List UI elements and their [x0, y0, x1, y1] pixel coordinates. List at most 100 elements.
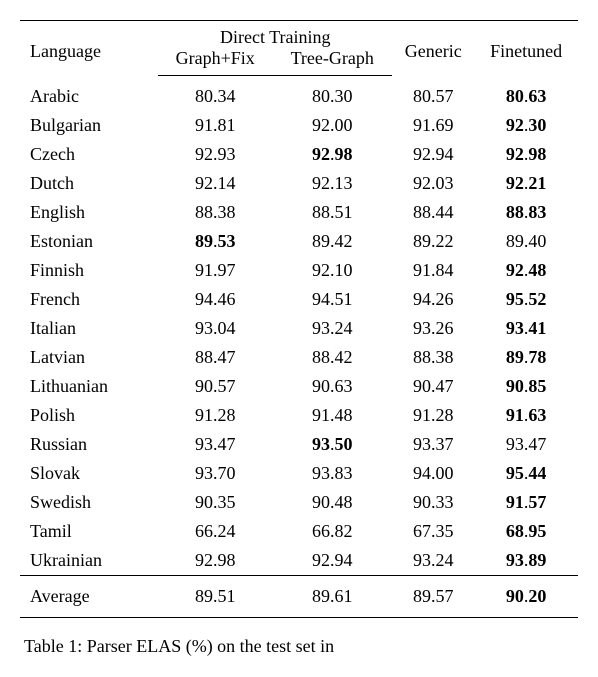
language-cell: Italian [20, 314, 158, 343]
value-cell: 91.84 [392, 256, 474, 285]
table-row: Swedish90.3590.4890.3391.57 [20, 488, 578, 517]
language-cell: Slovak [20, 459, 158, 488]
language-cell: Dutch [20, 169, 158, 198]
value-cell: 90.20 [474, 576, 578, 618]
value-cell: 93.70 [158, 459, 272, 488]
language-cell: Czech [20, 140, 158, 169]
language-cell: Polish [20, 401, 158, 430]
value-cell: 93.24 [392, 546, 474, 576]
value-cell: 92.94 [272, 546, 392, 576]
table-row: Polish91.2891.4891.2891.63 [20, 401, 578, 430]
table-row: Tamil66.2466.8267.3568.95 [20, 517, 578, 546]
value-cell: 66.24 [158, 517, 272, 546]
value-cell: 88.42 [272, 343, 392, 372]
value-cell: 88.47 [158, 343, 272, 372]
value-cell: 92.98 [272, 140, 392, 169]
value-cell: 93.04 [158, 314, 272, 343]
header-language: Language [20, 21, 158, 76]
table-row: English88.3888.5188.4488.83 [20, 198, 578, 227]
value-cell: 92.94 [392, 140, 474, 169]
value-cell: 89.53 [158, 227, 272, 256]
value-cell: 92.10 [272, 256, 392, 285]
value-cell: 88.83 [474, 198, 578, 227]
value-cell: 90.48 [272, 488, 392, 517]
results-table: Language Direct Training Generic Finetun… [20, 20, 578, 618]
value-cell: 93.26 [392, 314, 474, 343]
value-cell: 89.57 [392, 576, 474, 618]
table-row: Arabic80.3480.3080.5780.63 [20, 76, 578, 112]
value-cell: 93.41 [474, 314, 578, 343]
language-cell: Bulgarian [20, 111, 158, 140]
value-cell: 93.47 [158, 430, 272, 459]
value-cell: 92.00 [272, 111, 392, 140]
language-cell: Russian [20, 430, 158, 459]
value-cell: 88.44 [392, 198, 474, 227]
value-cell: 89.42 [272, 227, 392, 256]
value-cell: 80.34 [158, 76, 272, 112]
value-cell: 80.63 [474, 76, 578, 112]
value-cell: 92.21 [474, 169, 578, 198]
language-cell: Swedish [20, 488, 158, 517]
value-cell: 90.47 [392, 372, 474, 401]
value-cell: 88.38 [392, 343, 474, 372]
value-cell: 91.28 [392, 401, 474, 430]
header-direct-training: Direct Training [158, 21, 392, 49]
value-cell: 80.30 [272, 76, 392, 112]
value-cell: 80.57 [392, 76, 474, 112]
value-cell: 92.03 [392, 169, 474, 198]
value-cell: 93.47 [474, 430, 578, 459]
value-cell: 91.63 [474, 401, 578, 430]
value-cell: 92.48 [474, 256, 578, 285]
value-cell: 92.14 [158, 169, 272, 198]
value-cell: 91.28 [158, 401, 272, 430]
value-cell: 94.00 [392, 459, 474, 488]
header-finetuned: Finetuned [474, 21, 578, 76]
table-row: Finnish91.9792.1091.8492.48 [20, 256, 578, 285]
value-cell: 93.83 [272, 459, 392, 488]
value-cell: 92.13 [272, 169, 392, 198]
value-cell: 91.69 [392, 111, 474, 140]
header-tree-graph: Tree-Graph [272, 48, 392, 76]
value-cell: 89.40 [474, 227, 578, 256]
value-cell: 92.98 [474, 140, 578, 169]
header-generic: Generic [392, 21, 474, 76]
value-cell: 92.98 [158, 546, 272, 576]
value-cell: 68.95 [474, 517, 578, 546]
value-cell: 93.89 [474, 546, 578, 576]
value-cell: 89.61 [272, 576, 392, 618]
value-cell: 92.93 [158, 140, 272, 169]
value-cell: 88.38 [158, 198, 272, 227]
table-row: Dutch92.1492.1392.0392.21 [20, 169, 578, 198]
table-row: Bulgarian91.8192.0091.6992.30 [20, 111, 578, 140]
value-cell: 91.57 [474, 488, 578, 517]
value-cell: 93.24 [272, 314, 392, 343]
language-cell: Lithuanian [20, 372, 158, 401]
value-cell: 88.51 [272, 198, 392, 227]
value-cell: 66.82 [272, 517, 392, 546]
value-cell: 90.33 [392, 488, 474, 517]
value-cell: 90.35 [158, 488, 272, 517]
value-cell: 67.35 [392, 517, 474, 546]
value-cell: 91.81 [158, 111, 272, 140]
table-row: Czech92.9392.9892.9492.98 [20, 140, 578, 169]
value-cell: 89.51 [158, 576, 272, 618]
value-cell: 94.26 [392, 285, 474, 314]
table-caption: Table 1: Parser ELAS (%) on the test set… [20, 636, 578, 657]
value-cell: 91.97 [158, 256, 272, 285]
average-row: Average89.5189.6189.5790.20 [20, 576, 578, 618]
language-cell: English [20, 198, 158, 227]
value-cell: 95.44 [474, 459, 578, 488]
value-cell: 90.57 [158, 372, 272, 401]
language-cell: Latvian [20, 343, 158, 372]
language-cell: Average [20, 576, 158, 618]
value-cell: 89.22 [392, 227, 474, 256]
table-row: Slovak93.7093.8394.0095.44 [20, 459, 578, 488]
value-cell: 90.85 [474, 372, 578, 401]
header-graph-fix: Graph+Fix [158, 48, 272, 76]
language-cell: Tamil [20, 517, 158, 546]
language-cell: Arabic [20, 76, 158, 112]
table-row: Italian93.0493.2493.2693.41 [20, 314, 578, 343]
value-cell: 95.52 [474, 285, 578, 314]
table-row: Lithuanian90.5790.6390.4790.85 [20, 372, 578, 401]
language-cell: Finnish [20, 256, 158, 285]
